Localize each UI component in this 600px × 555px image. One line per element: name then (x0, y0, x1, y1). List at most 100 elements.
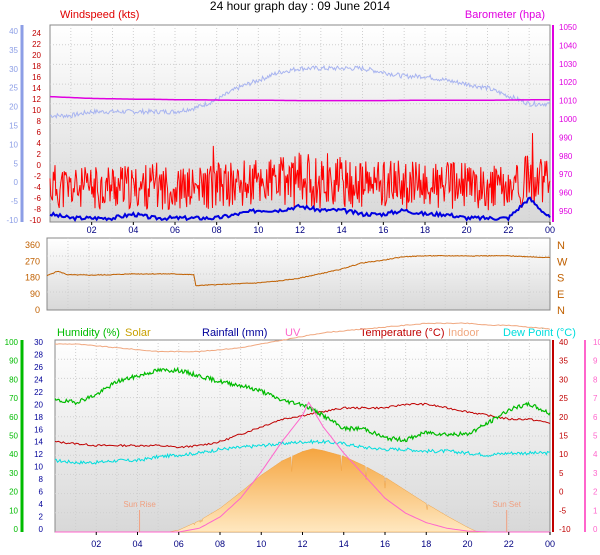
baro-axis-tick-label: 1020 (559, 78, 577, 87)
rainfall-axis-tick-label: 4 (39, 500, 44, 509)
compass-label: N (557, 240, 565, 252)
windspeed-axis-tick-label: 22 (32, 40, 41, 49)
barometer-line (49, 95, 550, 102)
compass-label: N (557, 305, 565, 317)
windspeed-axis-tick-label: 0 (37, 161, 42, 170)
windspeed-axis-tick-label: 24 (32, 29, 41, 38)
wind-axis-tick-label: 0 (14, 178, 19, 187)
graph-title: 24 hour graph day : 09 June 2014 (209, 0, 391, 13)
windspeed-axis-tick-label: -6 (34, 194, 42, 203)
temperature-axis-tick-label: 15 (559, 432, 568, 441)
rainfall-axis-tick-label: 0 (39, 525, 44, 534)
wind-axis-tick-label: 25 (9, 84, 18, 93)
legend-solar: Solar (125, 327, 151, 339)
wind-axis-tick-label: 30 (9, 65, 18, 74)
time-tick-label: 02 (87, 225, 97, 235)
humidity-axis-tick-label: 10 (9, 506, 18, 515)
rainfall-axis-tick-label: 14 (34, 438, 43, 447)
humidity-axis-tick-label: 100 (5, 338, 19, 347)
barometer-title: Barometer (hpa) (465, 9, 545, 21)
temperature-axis-tick-label: 20 (559, 413, 568, 422)
time-tick-label: 10 (256, 539, 266, 549)
humidity-line (54, 366, 551, 443)
time-tick-label: 18 (420, 225, 430, 235)
time-tick-label: 14 (339, 539, 349, 549)
time-tick-label: 16 (378, 225, 388, 235)
baro-axis-tick-label: 960 (559, 189, 573, 198)
time-tick-label: 22 (504, 539, 514, 549)
baro-axis-tick-label: 1010 (559, 97, 577, 106)
windspeed-axis-tick-label: 4 (37, 139, 42, 148)
rainfall-axis-tick-label: 24 (34, 375, 43, 384)
time-tick-label: 12 (297, 539, 307, 549)
baro-axis-tick-label: 970 (559, 170, 573, 179)
time-tick-label: 14 (337, 225, 347, 235)
humidity-axis-tick-label: 60 (9, 413, 18, 422)
rainfall-axis-tick-label: 28 (34, 350, 43, 359)
windspeed-axis-tick-label: 6 (37, 128, 42, 137)
uv-axis-tick-label: 7 (593, 394, 598, 403)
temperature-axis-tick-label: -5 (559, 506, 567, 515)
windspeed-axis-tick-label: -8 (34, 205, 42, 214)
legend-dewpoint: Dew Point (°C) (503, 327, 576, 339)
time-tick-label: 08 (212, 225, 222, 235)
rainfall-axis-tick-label: 30 (34, 338, 43, 347)
windspeed-axis-tick-label: -10 (29, 216, 41, 225)
direction-axis-tick-label: 180 (25, 273, 40, 283)
windspeed-axis-tick-label: 2 (37, 150, 42, 159)
rainfall-axis-tick-label: 2 (39, 513, 44, 522)
rainfall-axis-tick-label: 12 (34, 450, 43, 459)
wind-axis-tick-label: 20 (9, 103, 18, 112)
sunrise-label: Sun Rise (123, 500, 156, 509)
temperature-axis-tick-label: 5 (559, 469, 564, 478)
baro-axis-tick-label: 1050 (559, 23, 577, 32)
wind-axis-tick-label: -10 (6, 216, 18, 225)
time-tick-label: 04 (132, 539, 142, 549)
humidity-axis-tick-label: 40 (9, 450, 18, 459)
temperature-axis-tick-label: -10 (559, 525, 571, 534)
windspeed-axis-tick-label: -2 (34, 172, 42, 181)
time-tick-label: 18 (421, 539, 431, 549)
compass-label: W (557, 256, 568, 268)
humidity-axis-tick-label: 90 (9, 357, 18, 366)
baro-axis-tick-label: 950 (559, 207, 573, 216)
time-tick-label: 04 (128, 225, 138, 235)
humidity-axis-tick-label: 50 (9, 432, 18, 441)
temperature-axis-tick-label: 10 (559, 450, 568, 459)
rainfall-axis-tick-label: 10 (34, 463, 43, 472)
wind-axis-tick-label: 35 (9, 46, 18, 55)
compass-label: S (557, 273, 564, 285)
windspeed-axis-tick-label: 20 (32, 51, 41, 60)
baro-axis-tick-label: 990 (559, 133, 573, 142)
time-tick-label: 06 (170, 225, 180, 235)
rainfall-axis-tick-label: 22 (34, 388, 43, 397)
wind-axis-tick-label: 40 (9, 27, 18, 36)
uv-axis-tick-label: 10 (593, 338, 600, 347)
baro-axis-tick-label: 1030 (559, 60, 577, 69)
time-tick-label: 00 (545, 539, 555, 549)
temperature-axis-tick-label: 40 (559, 338, 568, 347)
uv-axis-tick-label: 3 (593, 469, 598, 478)
pressure-line (49, 64, 551, 119)
time-tick-label: 12 (295, 225, 305, 235)
uv-axis-tick-label: 4 (593, 450, 598, 459)
humidity-axis-tick-label: 20 (9, 488, 18, 497)
rainfall-axis-tick-label: 6 (39, 488, 44, 497)
humidity-axis-tick-label: 30 (9, 469, 18, 478)
humidity-axis-tick-label: 70 (9, 394, 18, 403)
time-tick-label: 10 (253, 225, 263, 235)
legend-uv: UV (285, 327, 301, 339)
uv-axis-tick-label: 9 (593, 357, 598, 366)
rainfall-axis-tick-label: 8 (39, 475, 44, 484)
windspeed-title: Windspeed (kts) (60, 9, 139, 21)
humidity-axis-tick-label: 0 (14, 525, 19, 534)
time-tick-label: 20 (462, 539, 472, 549)
wind-axis-tick-label: 5 (14, 159, 19, 168)
baro-axis-tick-label: 1000 (559, 115, 577, 124)
windspeed-axis-tick-label: 8 (37, 117, 42, 126)
windspeed-axis-tick-label: 10 (32, 106, 41, 115)
legend-temperature: Temperature (°C) (360, 327, 444, 339)
uv-axis-tick-label: 1 (593, 506, 598, 515)
rainfall-axis-tick-label: 20 (34, 400, 43, 409)
